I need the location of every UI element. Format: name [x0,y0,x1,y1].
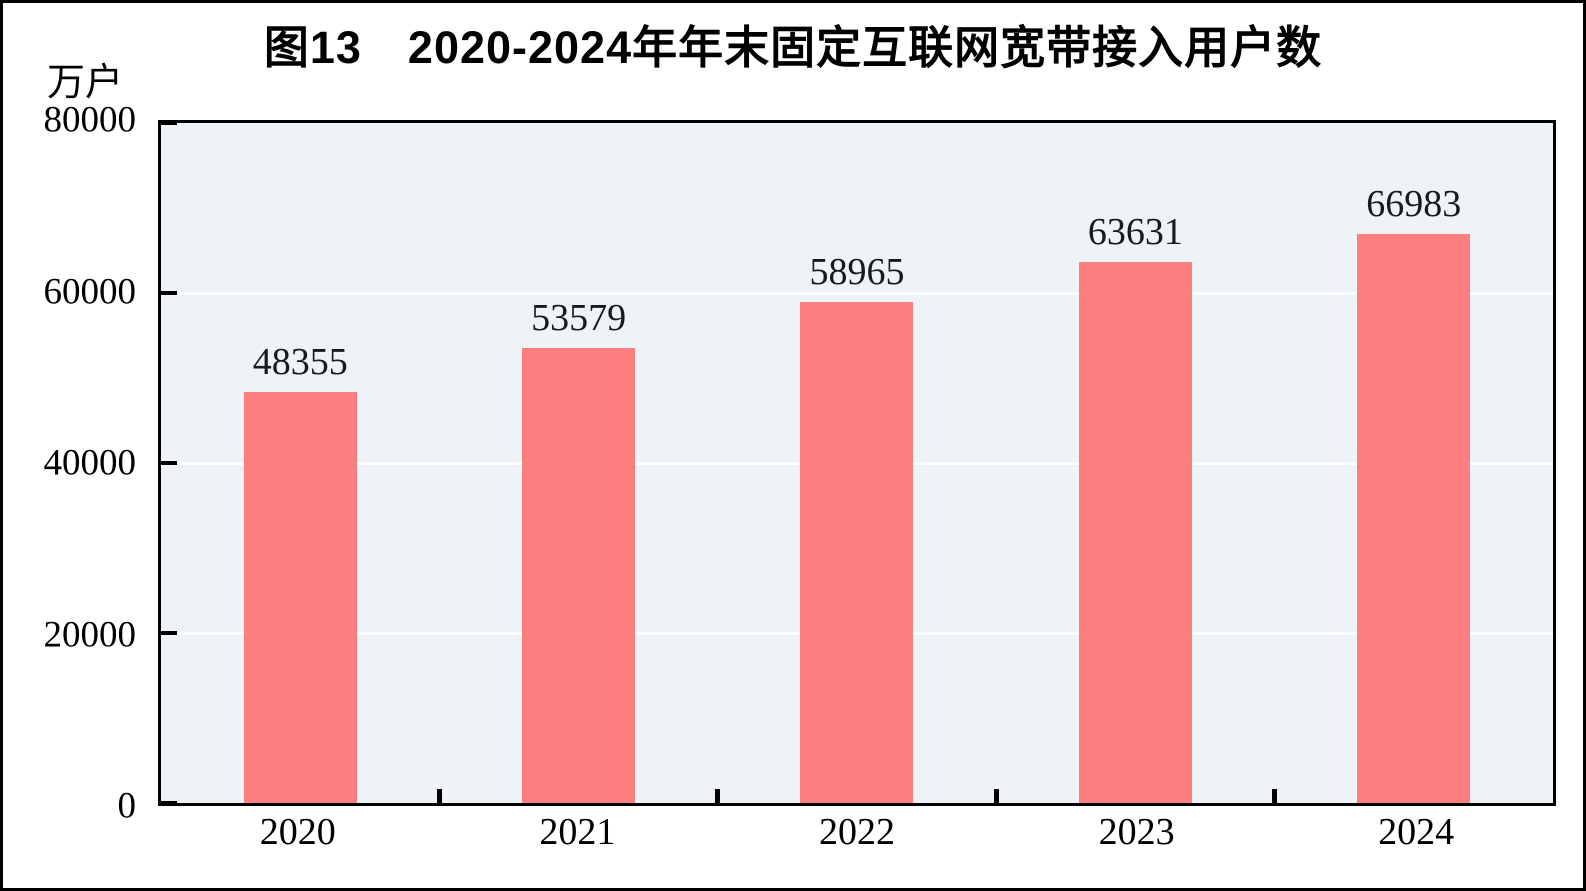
y-tick [161,123,177,125]
y-tick-label: 20000 [43,614,137,655]
x-tick-label: 2022 [818,811,895,853]
x-tick [993,789,999,803]
bar [1357,233,1471,803]
x-tick [1272,789,1278,803]
plot-area: 48355 53579 58965 63631 66983 [158,120,1556,806]
bar-value-label: 58965 [809,250,905,293]
y-tick-label: 40000 [43,442,137,484]
x-tick-label: 2020 [259,811,336,853]
bar-group: 66983 [1275,123,1553,803]
y-tick [161,461,177,465]
y-axis-tick-labels: 0 20000 40000 60000 80000 [3,102,148,825]
y-tick [161,801,177,803]
bar-value-label: 48355 [252,340,348,383]
bar-value-label: 63631 [1087,211,1183,254]
chart-title: 图13 2020-2024年年末固定互联网宽带接入用户数 [263,22,1323,73]
y-tick-label: 80000 [43,99,137,141]
bar [1078,262,1192,803]
x-tick-label: 2024 [1378,811,1455,853]
bar-group: 58965 [718,123,996,803]
y-tick [161,631,177,635]
bar-group: 63631 [996,123,1274,803]
bar [800,301,914,803]
plot-inner: 48355 53579 58965 63631 66983 [161,123,1553,803]
y-tick [161,291,177,295]
bar-group: 53579 [439,123,717,803]
gridline [161,291,1553,295]
x-tick [436,789,442,803]
y-tick-label: 0 [117,785,137,827]
x-tick-label: 2023 [1098,811,1175,853]
bar [243,391,357,803]
bar [522,347,636,803]
x-tick [715,789,721,803]
bar-group: 48355 [161,123,439,803]
bar-value-label: 53579 [531,296,627,339]
y-axis-unit-label: 万户 [47,62,124,104]
x-tick-label: 2021 [539,811,616,853]
bar-value-label: 66983 [1366,182,1462,225]
x-axis-tick-labels: 2020 2021 2022 2023 2024 [158,813,1556,851]
y-tick-label: 60000 [43,271,137,312]
